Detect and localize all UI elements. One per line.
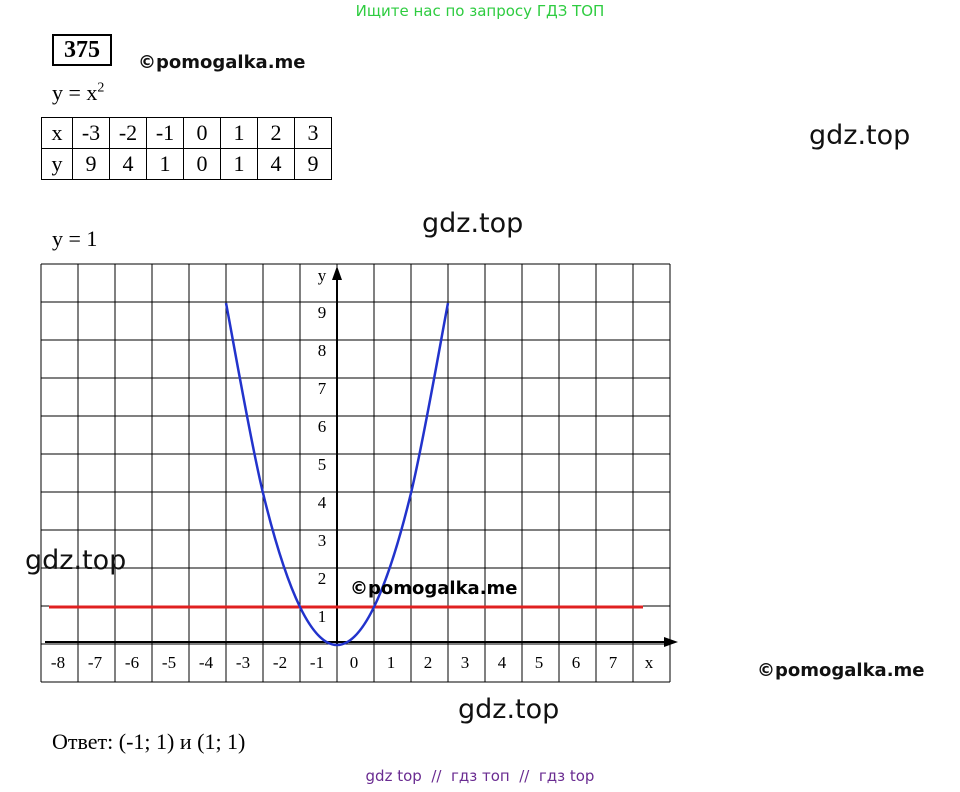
x-tick-label: 5 [535, 653, 544, 672]
y-tick-label: 9 [318, 303, 327, 322]
parabola [224, 302, 450, 647]
table-cell: 0 [183, 117, 221, 149]
x-tick-label: 1 [387, 653, 396, 672]
x-axis-arrow [664, 637, 678, 647]
formula-sup: 2 [97, 80, 105, 96]
footer: gdz top // гдз топ // гдз top [365, 767, 595, 785]
y-axis-label: y [318, 266, 327, 285]
table-cell: 0 [183, 148, 221, 180]
x-tick-label: 0 [350, 653, 359, 672]
copyright: ©pomogalka.me [757, 660, 925, 681]
table-cell: -1 [146, 117, 184, 149]
table-cell: 4 [109, 148, 147, 180]
y-axis-arrow [332, 266, 342, 280]
x-tick-label: 4 [498, 653, 507, 672]
formula-base: y = x [52, 80, 98, 105]
table-cell: 2 [257, 117, 295, 149]
y-tick-label: 4 [318, 493, 327, 512]
table-cell: 9 [294, 148, 332, 180]
y-tick-label: 5 [318, 455, 327, 474]
x-tick-label: 2 [424, 653, 433, 672]
y-tick-label: 7 [318, 379, 327, 398]
y-tick-label: 8 [318, 341, 327, 360]
x-tick-label: -4 [199, 653, 214, 672]
x-tick-label: -7 [88, 653, 103, 672]
formula: y = x2 [52, 80, 104, 106]
banner: Ищите нас по запросу ГДЗ ТОП [355, 2, 605, 20]
y-tick-label: 2 [318, 569, 327, 588]
table-cell: -3 [72, 117, 110, 149]
table-row: x -3 -2 -1 0 1 2 3 [41, 117, 332, 149]
x-tick-label: -8 [51, 653, 65, 672]
x-tick-label: -6 [125, 653, 139, 672]
y-tick-label: 6 [318, 417, 327, 436]
x-tick-label: -2 [273, 653, 287, 672]
table-cell: 4 [257, 148, 295, 180]
answer: Ответ: (-1; 1) и (1; 1) [52, 729, 246, 754]
x-tick-label: 6 [572, 653, 581, 672]
watermark: gdz.top [25, 545, 127, 576]
table-cell: 9 [72, 148, 110, 180]
x-tick-label: -5 [162, 653, 176, 672]
x-tick-label: -3 [236, 653, 250, 672]
x-axis-label: x [645, 653, 654, 672]
line-equation: y = 1 [52, 226, 98, 251]
y-tick-label: 3 [318, 531, 327, 550]
table-cell: x [41, 117, 73, 149]
x-tick-label: 7 [609, 653, 618, 672]
value-table: x -3 -2 -1 0 1 2 3 y 9 4 1 0 1 4 9 [41, 117, 332, 180]
x-tick-label: 3 [461, 653, 470, 672]
copyright: ©pomogalka.me [138, 52, 306, 73]
watermark: gdz.top [809, 120, 911, 151]
x-tick-label: -1 [310, 653, 324, 672]
watermark: gdz.top [458, 694, 560, 725]
problem-number: 375 [52, 34, 112, 66]
y-tick-label: 1 [318, 607, 327, 626]
watermark: gdz.top [422, 208, 524, 239]
copyright: ©pomogalka.me [350, 578, 518, 599]
